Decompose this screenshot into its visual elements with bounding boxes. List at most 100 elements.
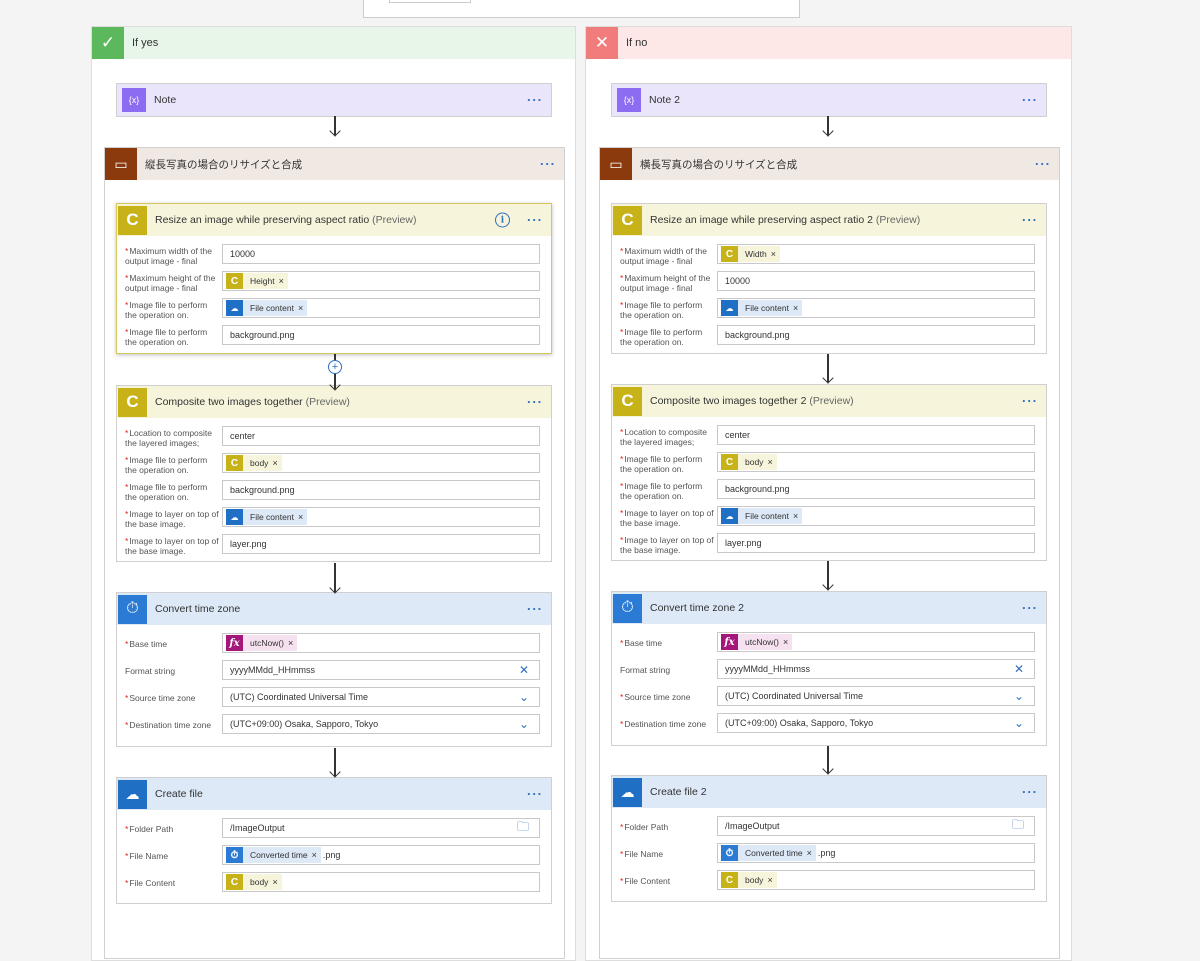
dynamic-content-token[interactable]: C Height ×: [226, 273, 288, 289]
create-file-action[interactable]: ☁ Create file 2 ··· *Folder Path/ImageOutpu…: [611, 775, 1047, 902]
parameter-input[interactable]: background.png: [222, 480, 540, 500]
dynamic-content-token[interactable]: ☁ File content ×: [226, 300, 308, 316]
branch-header-no[interactable]: ✕ If no: [586, 27, 1071, 59]
token-remove-icon[interactable]: ×: [770, 246, 780, 262]
chevron-down-icon[interactable]: ⌄: [1013, 716, 1024, 730]
parameter-input[interactable]: yyyyMMdd_HHmmss ✕: [222, 660, 540, 680]
more-options-icon[interactable]: ···: [527, 212, 543, 228]
parameter-input[interactable]: /ImageOutput 🗀: [222, 818, 540, 838]
parameter-input[interactable]: ☁ File content ×: [222, 507, 540, 527]
token-remove-icon[interactable]: ×: [288, 635, 298, 651]
dynamic-content-token[interactable]: fx utcNow() ×: [226, 635, 298, 651]
dynamic-content-token[interactable]: ☁ File content ×: [721, 300, 803, 316]
token-remove-icon[interactable]: ×: [806, 845, 816, 861]
parameter-input[interactable]: background.png: [717, 325, 1035, 345]
dynamic-content-token[interactable]: C Width ×: [721, 246, 780, 262]
more-options-icon[interactable]: ···: [527, 786, 543, 802]
dynamic-content-token[interactable]: ☁ File content ×: [721, 508, 803, 524]
more-options-icon[interactable]: ···: [527, 394, 543, 410]
resize-action[interactable]: C Resize an image while preserving aspect…: [116, 203, 552, 354]
parameter-input[interactable]: /ImageOutput 🗀: [717, 816, 1035, 836]
chevron-down-icon[interactable]: ⌄: [518, 717, 529, 731]
token-remove-icon[interactable]: ×: [297, 509, 308, 525]
dynamic-content-token[interactable]: ⏱ Converted time ×: [721, 845, 816, 861]
token-remove-icon[interactable]: ×: [278, 273, 288, 289]
more-options-icon[interactable]: ···: [1022, 92, 1038, 108]
action-header[interactable]: ▭ 縦長写真の場合のリサイズと合成 ···: [105, 148, 564, 180]
parameter-input[interactable]: ⏱ Converted time × .png: [222, 845, 540, 865]
parameter-input[interactable]: (UTC+09:00) Osaka, Sapporo, Tokyo ⌄: [222, 714, 540, 734]
branch-header-yes[interactable]: ✓ If yes: [92, 27, 575, 59]
parameter-input[interactable]: yyyyMMdd_HHmmss ✕: [717, 659, 1035, 679]
folder-icon[interactable]: 🗀: [516, 819, 529, 834]
token-remove-icon[interactable]: ×: [792, 508, 803, 524]
parameter-input[interactable]: ☁ File content ×: [717, 506, 1035, 526]
action-header[interactable]: ☁ Create file ···: [117, 778, 551, 810]
parameter-input[interactable]: 10000: [717, 271, 1035, 291]
chevron-down-icon[interactable]: ⌄: [518, 690, 529, 704]
action-header[interactable]: {x} Note ···: [117, 84, 551, 116]
action-header[interactable]: ⏱ Convert time zone 2 ···: [612, 592, 1046, 624]
create-file-action[interactable]: ☁ Create file ··· *Folder Path/ImageOutput 🗀…: [116, 777, 552, 904]
action-header[interactable]: ⏱ Convert time zone ···: [117, 593, 551, 625]
action-header[interactable]: C Resize an image while preserving aspect…: [117, 204, 551, 236]
parameter-input[interactable]: C Width ×: [717, 244, 1035, 264]
parameter-input[interactable]: C Height ×: [222, 271, 540, 291]
token-remove-icon[interactable]: ×: [767, 454, 777, 470]
dynamic-content-token[interactable]: ☁ File content ×: [226, 509, 308, 525]
action-header[interactable]: C Composite two images together 2 (Previe…: [612, 385, 1046, 417]
info-icon[interactable]: i: [495, 212, 510, 228]
token-remove-icon[interactable]: ×: [311, 847, 321, 863]
parameter-input[interactable]: background.png: [717, 479, 1035, 499]
parameter-input[interactable]: center: [717, 425, 1035, 445]
parameter-input[interactable]: fx utcNow() ×: [717, 632, 1035, 652]
more-options-icon[interactable]: ···: [540, 156, 556, 172]
action-header[interactable]: {x} Note 2 ···: [612, 84, 1046, 116]
token-remove-icon[interactable]: ×: [783, 634, 793, 650]
note-action[interactable]: {x} Note 2 ···: [611, 83, 1047, 117]
parameter-input[interactable]: ☁ File content ×: [717, 298, 1035, 318]
convert-time-zone-action[interactable]: ⏱ Convert time zone ··· *Base time fx utcNow(…: [116, 592, 552, 747]
action-header[interactable]: C Composite two images together (Preview)…: [117, 386, 551, 418]
more-options-icon[interactable]: ···: [1022, 600, 1038, 616]
parameter-input[interactable]: center: [222, 426, 540, 446]
more-options-icon[interactable]: ···: [1022, 212, 1038, 228]
parameter-input[interactable]: (UTC) Coordinated Universal Time ⌄: [222, 687, 540, 707]
more-options-icon[interactable]: ···: [527, 601, 543, 617]
clear-x-icon[interactable]: ✕: [1013, 662, 1024, 676]
parameter-input[interactable]: (UTC) Coordinated Universal Time ⌄: [717, 686, 1035, 706]
action-header[interactable]: ☁ Create file 2 ···: [612, 776, 1046, 808]
resize-action[interactable]: C Resize an image while preserving aspect…: [611, 203, 1047, 354]
token-remove-icon[interactable]: ×: [272, 874, 282, 890]
token-remove-icon[interactable]: ×: [767, 872, 777, 888]
composite-action[interactable]: C Composite two images together 2 (Previe…: [611, 384, 1047, 561]
parameter-input[interactable]: ⏱ Converted time × .png: [717, 843, 1035, 863]
more-options-icon[interactable]: ···: [1035, 156, 1051, 172]
note-action[interactable]: {x} Note ···: [116, 83, 552, 117]
clear-x-icon[interactable]: ✕: [518, 663, 529, 677]
convert-time-zone-action[interactable]: ⏱ Convert time zone 2 ··· *Base time fx utcNo…: [611, 591, 1047, 746]
dynamic-content-token[interactable]: ⏱ Converted time ×: [226, 847, 321, 863]
composite-action[interactable]: C Composite two images together (Preview)…: [116, 385, 552, 562]
action-header[interactable]: C Resize an image while preserving aspect…: [612, 204, 1046, 236]
token-remove-icon[interactable]: ×: [297, 300, 308, 316]
parameter-input[interactable]: fx utcNow() ×: [222, 633, 540, 653]
chevron-down-icon[interactable]: ⌄: [1013, 689, 1024, 703]
parameter-input[interactable]: layer.png: [717, 533, 1035, 553]
insert-step-button[interactable]: +: [328, 360, 342, 374]
more-options-icon[interactable]: ···: [1022, 393, 1038, 409]
parameter-input[interactable]: 10000: [222, 244, 540, 264]
token-remove-icon[interactable]: ×: [792, 300, 803, 316]
parameter-input[interactable]: layer.png: [222, 534, 540, 554]
token-remove-icon[interactable]: ×: [272, 455, 282, 471]
action-header[interactable]: ▭ 横長写真の場合のリサイズと合成 ···: [600, 148, 1059, 180]
more-options-icon[interactable]: ···: [527, 92, 543, 108]
